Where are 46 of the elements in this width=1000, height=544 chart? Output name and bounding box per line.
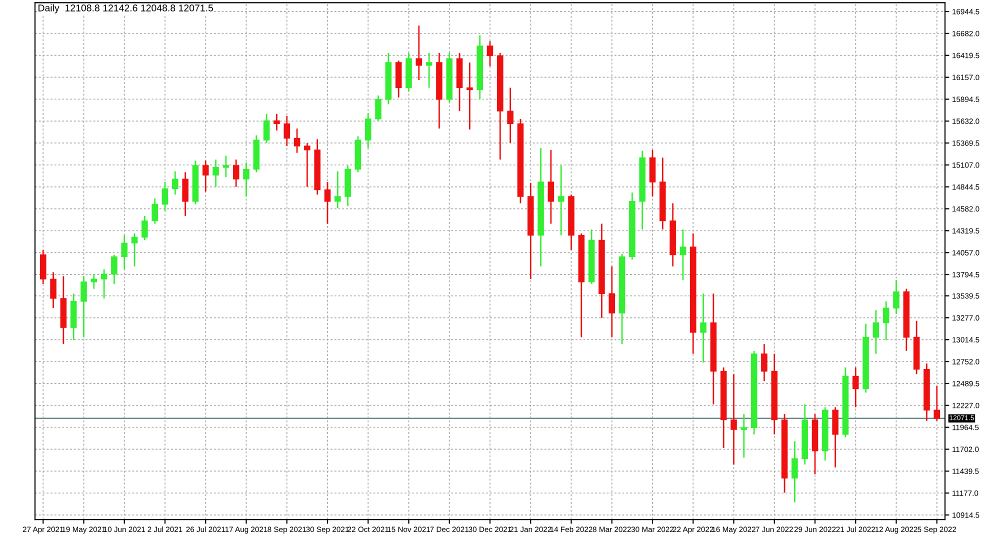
- candlestick: [284, 115, 290, 147]
- candlestick: [121, 234, 128, 270]
- chart-title: Daily 12108.8 12142.6 12048.8 12071.5: [38, 4, 214, 14]
- candlestick: [680, 228, 686, 281]
- candlestick: [152, 198, 158, 224]
- candlestick: [558, 164, 564, 236]
- candlestick: [364, 112, 372, 149]
- candlestick: [486, 40, 494, 68]
- candlestick: [507, 87, 514, 144]
- candlestick: [466, 62, 473, 130]
- candlestick: [416, 24, 422, 81]
- candlestick: [893, 279, 900, 315]
- candlestick: [730, 373, 737, 466]
- candlestick: [852, 366, 859, 408]
- candlestick: [548, 149, 554, 224]
- candlestick: [131, 232, 138, 268]
- candlestick: [426, 52, 432, 88]
- candlestick: [334, 170, 341, 209]
- candlestick: [90, 273, 98, 290]
- candlestick: [111, 254, 118, 285]
- candlestick: [162, 181, 168, 212]
- candlestick: [202, 160, 209, 192]
- candlestick: [882, 300, 890, 341]
- candlestick: [304, 142, 310, 188]
- candlestick: [700, 292, 706, 364]
- candlestick: [740, 413, 748, 458]
- candlestick: [375, 94, 382, 122]
- candlestick: [243, 162, 250, 198]
- candlestick: [232, 158, 240, 188]
- candlestick: [792, 440, 798, 504]
- candlestick: [172, 170, 178, 196]
- candlestick: [934, 385, 940, 422]
- candlestick: [872, 309, 880, 354]
- candlestick: [222, 155, 230, 178]
- candlestick: [50, 272, 56, 309]
- candlestick: [274, 113, 280, 132]
- candlestick: [182, 172, 188, 217]
- candlestick: [324, 181, 331, 224]
- candlestick: [142, 215, 148, 241]
- candlestick: [80, 275, 87, 338]
- candlestick: [761, 343, 768, 382]
- candlestick: [294, 128, 300, 154]
- candlestick: [263, 113, 270, 144]
- candlestick: [608, 266, 616, 338]
- candlestick: [100, 268, 108, 300]
- candlestick: [212, 158, 219, 188]
